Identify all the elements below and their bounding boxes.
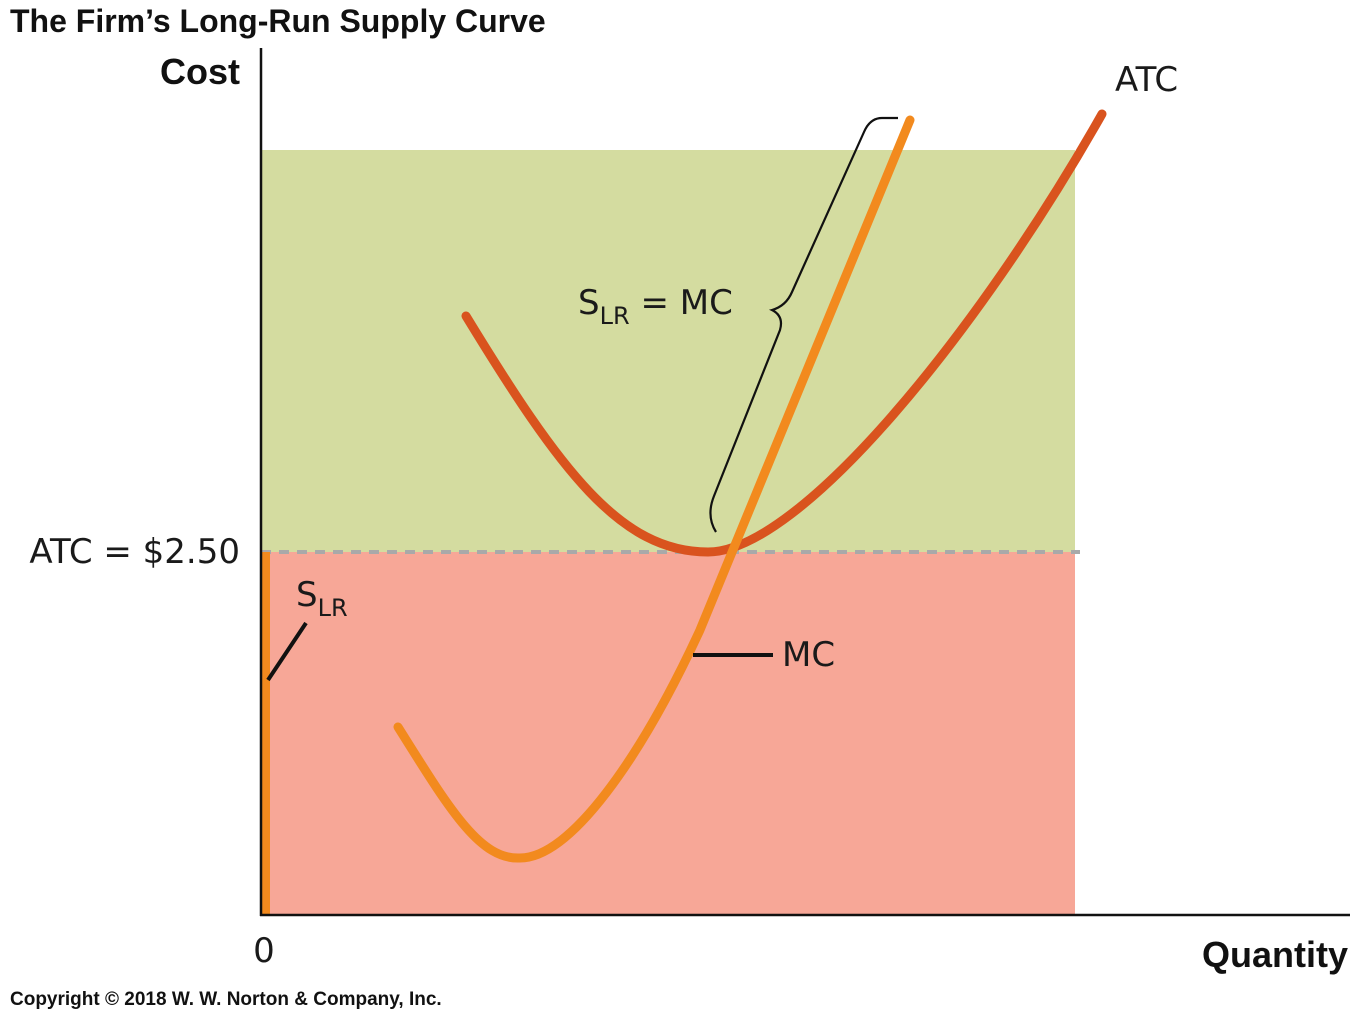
- slr-label-main: S: [296, 575, 318, 615]
- slr-label-sub: LR: [318, 594, 348, 622]
- slr-mc-label-rest: = MC: [630, 283, 733, 323]
- slr-leader-line: [266, 621, 308, 682]
- slr-mc-label-main: S: [578, 283, 600, 323]
- origin-label: 0: [253, 931, 275, 971]
- x-axis-title: Quantity: [1202, 934, 1348, 975]
- y-axis-title: Cost: [160, 51, 240, 92]
- slr-mc-label-sub: LR: [600, 302, 630, 330]
- chart-title: The Firm’s Long-Run Supply Curve: [10, 3, 546, 39]
- atc-curve-label: ATC: [1115, 60, 1178, 100]
- slr-mc-label: SLR = MC: [578, 283, 733, 330]
- region-above-atc-min: [261, 150, 1075, 552]
- atc-value-label: ATC = $2.50: [29, 532, 240, 572]
- mc-curve-label: MC: [782, 635, 835, 675]
- slr-label: SLR: [296, 575, 348, 622]
- slr-mc-brace: [709, 116, 898, 533]
- region-below-atc-min: [261, 552, 1075, 915]
- copyright-notice: Copyright © 2018 W. W. Norton & Company,…: [10, 989, 442, 1010]
- mc-curve: [393, 115, 915, 863]
